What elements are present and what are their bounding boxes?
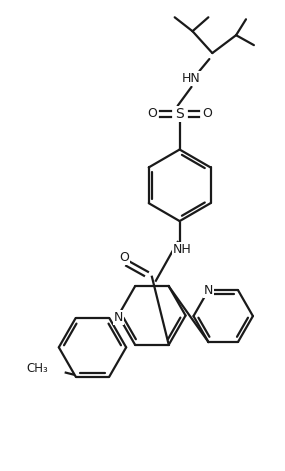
- Text: O: O: [147, 107, 157, 120]
- Text: S: S: [175, 107, 184, 121]
- Text: NH: NH: [173, 244, 192, 256]
- Text: N: N: [113, 311, 123, 324]
- Text: HN: HN: [182, 73, 201, 85]
- Text: O: O: [119, 252, 129, 264]
- Text: N: N: [204, 284, 213, 297]
- Text: CH₃: CH₃: [26, 362, 48, 375]
- Text: O: O: [202, 107, 212, 120]
